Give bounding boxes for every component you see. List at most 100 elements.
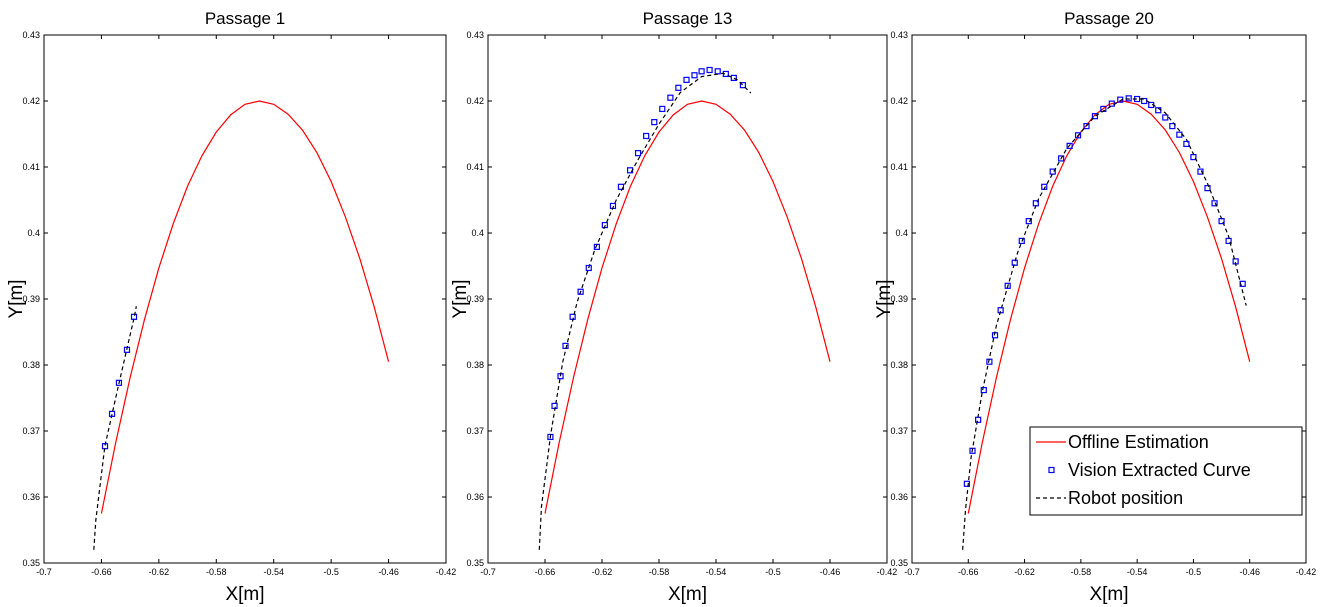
marker bbox=[659, 105, 666, 113]
x-tick-label: -0.46 bbox=[1239, 567, 1260, 577]
marker bbox=[706, 66, 713, 74]
marker bbox=[1066, 142, 1073, 149]
subplot: -0.7 -0.66 -0.62 -0.58 -0.54 -0.5 -0.46 -0.42 0.… bbox=[450, 9, 897, 605]
y-tick-label: 0.37 bbox=[890, 426, 908, 436]
x-tick-label: -0.62 bbox=[149, 567, 170, 577]
plot-area bbox=[43, 34, 447, 564]
data-line bbox=[100, 100, 390, 514]
marker bbox=[617, 183, 625, 190]
data-line bbox=[544, 100, 831, 514]
marker bbox=[1176, 131, 1183, 138]
marker bbox=[683, 76, 690, 83]
marker bbox=[698, 68, 705, 75]
x-tick-label: -0.42 bbox=[436, 567, 457, 577]
data-line bbox=[93, 306, 137, 550]
x-axis-label: X[m] bbox=[1089, 584, 1128, 605]
legend-label: Robot position bbox=[1068, 488, 1183, 508]
marker bbox=[1083, 122, 1090, 130]
marker bbox=[643, 132, 650, 140]
x-tick-label: -0.62 bbox=[592, 567, 613, 577]
x-tick-label: -0.42 bbox=[1296, 567, 1317, 577]
x-tick-label: -0.54 bbox=[1127, 567, 1148, 577]
y-tick-label: 0.35 bbox=[890, 558, 908, 568]
y-tick-label: 0.38 bbox=[466, 360, 484, 370]
x-tick-label: -0.5 bbox=[765, 567, 781, 577]
marker bbox=[691, 72, 698, 79]
chart-title: Passage 1 bbox=[205, 9, 285, 28]
x-tick-label: -0.7 bbox=[480, 567, 496, 577]
y-tick-label: 0.38 bbox=[890, 360, 908, 370]
marker bbox=[651, 119, 658, 126]
plot-area bbox=[487, 34, 888, 564]
y-tick-label: 0.4 bbox=[471, 228, 484, 238]
y-axis-label: Y[m] bbox=[450, 279, 471, 318]
y-tick-label: 0.42 bbox=[22, 96, 40, 106]
y-tick-label: 0.41 bbox=[466, 162, 484, 172]
y-tick-label: 0.41 bbox=[22, 162, 40, 172]
data-line bbox=[962, 98, 1247, 550]
y-tick-label: 0.38 bbox=[22, 360, 40, 370]
x-tick-label: -0.66 bbox=[91, 567, 112, 577]
marker bbox=[115, 379, 123, 386]
x-tick-label: -0.54 bbox=[263, 567, 284, 577]
y-tick-label: 0.43 bbox=[890, 30, 908, 40]
marker bbox=[577, 288, 584, 295]
y-tick-label: 0.39 bbox=[890, 294, 908, 304]
y-tick-label: 0.36 bbox=[466, 492, 484, 502]
x-tick-label: -0.66 bbox=[535, 567, 556, 577]
x-tick-label: -0.46 bbox=[820, 567, 841, 577]
y-axis-label: Y[m] bbox=[874, 279, 895, 318]
y-tick-label: 0.39 bbox=[22, 294, 40, 304]
legend: Offline Estimation Vision Extracted Curve… bbox=[1029, 426, 1303, 516]
y-tick-label: 0.35 bbox=[22, 558, 40, 568]
y-tick-label: 0.35 bbox=[466, 558, 484, 568]
chart-title: Passage 20 bbox=[1064, 9, 1154, 28]
chart-title: Passage 13 bbox=[643, 9, 733, 28]
subplot: -0.7 -0.66 -0.62 -0.58 -0.54 -0.5 -0.46 -0.420.… bbox=[6, 9, 456, 605]
y-tick-label: 0.37 bbox=[22, 426, 40, 436]
legend-box bbox=[1029, 426, 1303, 516]
data-line bbox=[538, 72, 752, 550]
marker bbox=[667, 94, 674, 101]
marker bbox=[963, 480, 970, 487]
y-tick-label: 0.43 bbox=[22, 30, 40, 40]
marker bbox=[675, 84, 682, 91]
x-tick-label: -0.58 bbox=[649, 567, 670, 577]
y-tick-label: 0.41 bbox=[890, 162, 908, 172]
x-tick-label: -0.5 bbox=[323, 567, 339, 577]
marker bbox=[593, 243, 600, 250]
y-tick-label: 0.36 bbox=[890, 492, 908, 502]
y-tick-label: 0.36 bbox=[22, 492, 40, 502]
subplot: -0.7 -0.66 -0.62 -0.58 -0.54 -0.5 -0.46 -0.420.… bbox=[874, 9, 1316, 605]
y-tick-label: 0.42 bbox=[890, 96, 908, 106]
marker bbox=[1125, 95, 1132, 102]
x-axis-label: X[m] bbox=[668, 584, 707, 605]
x-tick-label: -0.66 bbox=[958, 567, 979, 577]
marker bbox=[1049, 168, 1056, 175]
marker bbox=[739, 82, 747, 89]
y-axis-label: Y[m] bbox=[6, 279, 27, 318]
marker bbox=[1211, 200, 1218, 207]
marker bbox=[1204, 185, 1211, 192]
marker bbox=[730, 74, 737, 82]
x-tick-label: -0.62 bbox=[1014, 567, 1035, 577]
x-tick-label: -0.54 bbox=[706, 567, 727, 577]
marker bbox=[1197, 168, 1204, 175]
x-tick-label: -0.42 bbox=[877, 567, 898, 577]
x-axis-label: X[m] bbox=[225, 584, 264, 605]
marker bbox=[634, 150, 642, 157]
marker bbox=[1091, 113, 1099, 120]
marker bbox=[1011, 259, 1018, 266]
x-tick-label: -0.58 bbox=[1071, 567, 1092, 577]
legend-label: Offline Estimation bbox=[1068, 432, 1209, 452]
marker bbox=[1162, 114, 1169, 121]
y-tick-label: 0.39 bbox=[466, 294, 484, 304]
y-tick-label: 0.43 bbox=[466, 30, 484, 40]
x-tick-label: -0.5 bbox=[1186, 567, 1202, 577]
marker bbox=[1074, 132, 1082, 139]
y-tick-label: 0.4 bbox=[895, 228, 908, 238]
x-tick-label: -0.7 bbox=[904, 567, 920, 577]
marker bbox=[1169, 122, 1176, 130]
x-tick-label: -0.7 bbox=[36, 567, 52, 577]
